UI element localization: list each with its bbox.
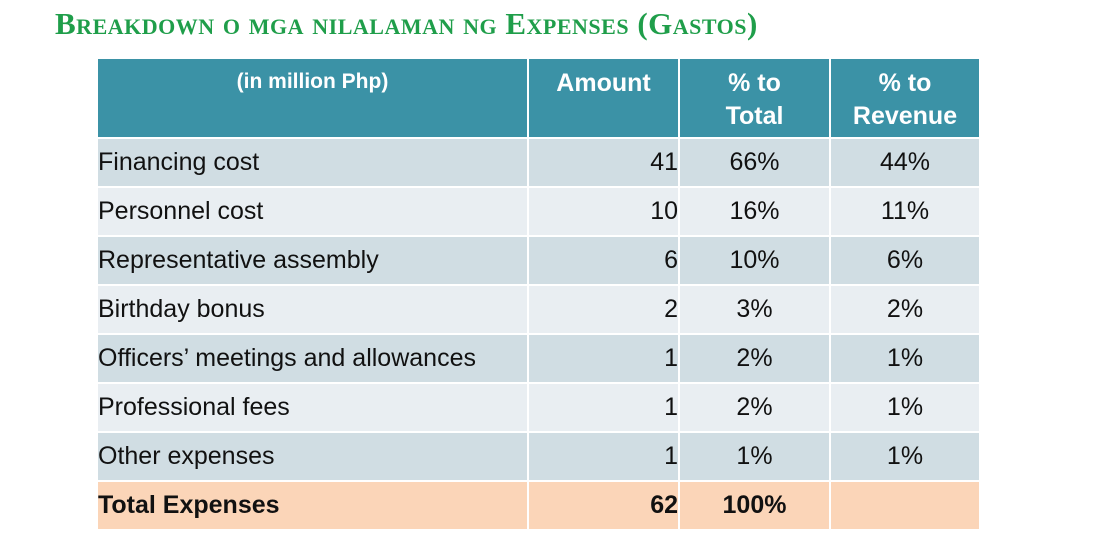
header-pct-to-total-line2: Total xyxy=(725,102,784,130)
header-amount: Amount xyxy=(527,57,680,139)
table-row: Financing cost 41 66% 44% xyxy=(96,137,981,188)
row-amount: 1 xyxy=(527,333,680,384)
total-row: Total Expenses 62 100% xyxy=(96,480,981,531)
row-amount: 10 xyxy=(527,186,680,237)
row-pct-to-revenue: 1% xyxy=(829,333,981,384)
row-label: Other expenses xyxy=(96,431,529,482)
row-pct-to-total: 3% xyxy=(678,284,831,335)
table-row: Officers’ meetings and allowances 1 2% 1… xyxy=(96,333,981,384)
header-pct-to-total: % to Total xyxy=(678,57,831,139)
table-row: Other expenses 1 1% 1% xyxy=(96,431,981,482)
table-row: Birthday bonus 2 3% 2% xyxy=(96,284,981,335)
row-amount: 6 xyxy=(527,235,680,286)
row-pct-to-total: 10% xyxy=(678,235,831,286)
row-pct-to-revenue: 44% xyxy=(829,137,981,188)
row-pct-to-revenue: 1% xyxy=(829,382,981,433)
total-pct-to-total: 100% xyxy=(678,480,831,531)
header-pct-to-revenue: % to Revenue xyxy=(829,57,981,139)
row-pct-to-total: 2% xyxy=(678,382,831,433)
total-pct-to-revenue xyxy=(829,480,981,531)
total-label: Total Expenses xyxy=(96,480,529,531)
expenses-breakdown-table: (in million Php) Amount % to Total % to … xyxy=(96,57,981,531)
row-label: Professional fees xyxy=(96,382,529,433)
row-pct-to-total: 1% xyxy=(678,431,831,482)
row-amount: 2 xyxy=(527,284,680,335)
row-label: Representative assembly xyxy=(96,235,529,286)
row-label: Financing cost xyxy=(96,137,529,188)
row-label: Birthday bonus xyxy=(96,284,529,335)
row-pct-to-revenue: 1% xyxy=(829,431,981,482)
slide-title: Breakdown o mga nilalaman ng Expenses (G… xyxy=(55,6,758,41)
header-unit-label: (in million Php) xyxy=(96,57,529,139)
row-amount: 1 xyxy=(527,431,680,482)
table-row: Representative assembly 6 10% 6% xyxy=(96,235,981,286)
row-pct-to-revenue: 2% xyxy=(829,284,981,335)
header-pct-to-revenue-line2: Revenue xyxy=(852,102,958,130)
total-amount: 62 xyxy=(527,480,680,531)
header-pct-to-revenue-line1: % to xyxy=(878,69,932,97)
row-pct-to-revenue: 11% xyxy=(829,186,981,237)
row-amount: 1 xyxy=(527,382,680,433)
table-row: Professional fees 1 2% 1% xyxy=(96,382,981,433)
row-pct-to-revenue: 6% xyxy=(829,235,981,286)
table-row: Personnel cost 10 16% 11% xyxy=(96,186,981,237)
header-pct-to-total-line1: % to xyxy=(728,69,781,97)
row-pct-to-total: 66% xyxy=(678,137,831,188)
row-pct-to-total: 2% xyxy=(678,333,831,384)
row-amount: 41 xyxy=(527,137,680,188)
row-label: Officers’ meetings and allowances xyxy=(96,333,529,384)
row-pct-to-total: 16% xyxy=(678,186,831,237)
table-header-row: (in million Php) Amount % to Total % to … xyxy=(96,57,981,139)
row-label: Personnel cost xyxy=(96,186,529,237)
